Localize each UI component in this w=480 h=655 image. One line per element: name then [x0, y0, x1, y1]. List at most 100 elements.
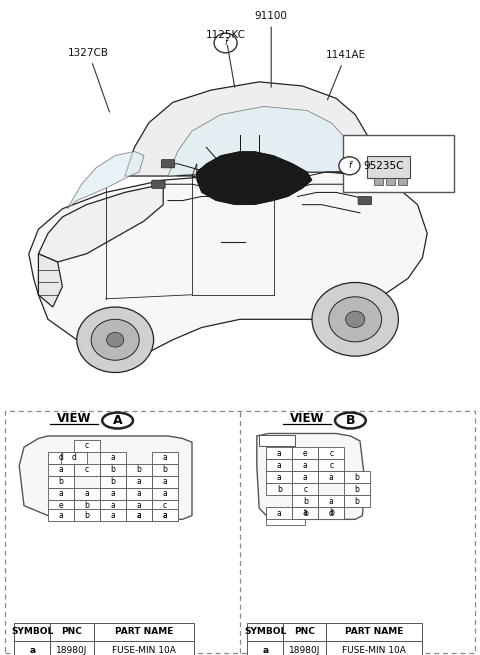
- FancyBboxPatch shape: [126, 476, 152, 488]
- Circle shape: [107, 333, 124, 347]
- Circle shape: [91, 320, 139, 360]
- Text: 95235C: 95235C: [364, 160, 404, 171]
- Text: c: c: [85, 441, 89, 451]
- FancyBboxPatch shape: [48, 500, 74, 512]
- Text: PNC: PNC: [294, 627, 315, 637]
- Text: PNC: PNC: [61, 627, 83, 637]
- FancyBboxPatch shape: [247, 623, 283, 641]
- FancyBboxPatch shape: [318, 459, 344, 472]
- Text: c: c: [329, 461, 333, 470]
- FancyBboxPatch shape: [61, 452, 87, 464]
- Text: a: a: [59, 511, 63, 519]
- Circle shape: [214, 33, 237, 53]
- FancyBboxPatch shape: [266, 483, 292, 495]
- Circle shape: [339, 157, 360, 175]
- Text: b: b: [355, 473, 360, 482]
- Text: b: b: [329, 508, 334, 517]
- FancyBboxPatch shape: [292, 447, 318, 459]
- Text: a: a: [162, 489, 167, 498]
- FancyBboxPatch shape: [326, 623, 422, 641]
- Circle shape: [102, 413, 133, 428]
- Text: 18980J: 18980J: [56, 646, 88, 655]
- Text: a: a: [162, 477, 167, 486]
- FancyBboxPatch shape: [74, 509, 100, 521]
- Text: a: a: [110, 489, 115, 498]
- FancyBboxPatch shape: [14, 641, 50, 655]
- Polygon shape: [257, 434, 365, 519]
- FancyBboxPatch shape: [74, 488, 100, 500]
- Text: b: b: [303, 496, 308, 506]
- FancyBboxPatch shape: [358, 196, 372, 204]
- Text: a: a: [136, 477, 141, 486]
- Text: a: a: [136, 511, 141, 519]
- FancyBboxPatch shape: [48, 476, 74, 488]
- FancyBboxPatch shape: [126, 488, 152, 500]
- Circle shape: [77, 307, 154, 373]
- Text: a: a: [136, 511, 141, 519]
- Text: SYMBOL: SYMBOL: [11, 627, 54, 637]
- Text: a: a: [84, 489, 89, 498]
- FancyBboxPatch shape: [152, 509, 178, 521]
- Text: SYMBOL: SYMBOL: [244, 627, 287, 637]
- FancyBboxPatch shape: [266, 472, 292, 483]
- FancyBboxPatch shape: [266, 513, 305, 525]
- FancyBboxPatch shape: [48, 464, 74, 476]
- FancyBboxPatch shape: [292, 495, 318, 507]
- Text: PART NAME: PART NAME: [345, 627, 404, 637]
- Text: b: b: [110, 477, 115, 486]
- Text: 1141AE: 1141AE: [325, 50, 366, 100]
- Text: a: a: [29, 646, 36, 655]
- FancyBboxPatch shape: [161, 160, 175, 168]
- Text: f: f: [224, 39, 227, 47]
- Text: a: a: [277, 449, 282, 458]
- FancyBboxPatch shape: [353, 172, 367, 180]
- FancyBboxPatch shape: [152, 476, 178, 488]
- Text: b: b: [84, 511, 89, 519]
- Circle shape: [329, 297, 382, 342]
- Polygon shape: [197, 151, 312, 204]
- Text: d: d: [329, 509, 334, 517]
- Text: a: a: [329, 473, 334, 482]
- FancyBboxPatch shape: [94, 641, 194, 655]
- FancyBboxPatch shape: [126, 500, 152, 512]
- Text: a: a: [277, 473, 282, 482]
- Text: 1125KC: 1125KC: [205, 29, 246, 87]
- Text: d: d: [72, 453, 76, 462]
- FancyBboxPatch shape: [100, 476, 126, 488]
- FancyBboxPatch shape: [152, 180, 165, 189]
- FancyBboxPatch shape: [266, 507, 292, 519]
- FancyBboxPatch shape: [292, 472, 318, 483]
- FancyBboxPatch shape: [48, 509, 74, 521]
- FancyBboxPatch shape: [386, 178, 395, 185]
- Text: a: a: [59, 465, 63, 474]
- Text: e: e: [303, 449, 308, 458]
- Text: b: b: [162, 465, 167, 474]
- Text: a: a: [136, 489, 141, 498]
- FancyBboxPatch shape: [318, 495, 344, 507]
- FancyBboxPatch shape: [152, 500, 178, 512]
- FancyBboxPatch shape: [266, 447, 292, 459]
- Text: a: a: [303, 473, 308, 482]
- FancyBboxPatch shape: [259, 435, 295, 446]
- FancyBboxPatch shape: [318, 507, 344, 519]
- FancyBboxPatch shape: [14, 623, 50, 641]
- Text: c: c: [303, 485, 307, 494]
- Text: e: e: [59, 501, 63, 510]
- Text: a: a: [277, 509, 282, 517]
- FancyBboxPatch shape: [326, 641, 422, 655]
- FancyBboxPatch shape: [100, 488, 126, 500]
- Text: B: B: [346, 414, 355, 427]
- Text: a: a: [162, 511, 167, 519]
- Polygon shape: [29, 172, 427, 352]
- FancyBboxPatch shape: [74, 440, 100, 452]
- Text: 18980J: 18980J: [289, 646, 321, 655]
- Text: a: a: [110, 501, 115, 510]
- FancyBboxPatch shape: [50, 641, 94, 655]
- FancyBboxPatch shape: [318, 447, 344, 459]
- FancyBboxPatch shape: [152, 464, 178, 476]
- FancyBboxPatch shape: [374, 178, 383, 185]
- Text: a: a: [110, 511, 115, 519]
- Polygon shape: [168, 106, 360, 176]
- FancyBboxPatch shape: [100, 500, 126, 512]
- Text: a: a: [136, 501, 141, 510]
